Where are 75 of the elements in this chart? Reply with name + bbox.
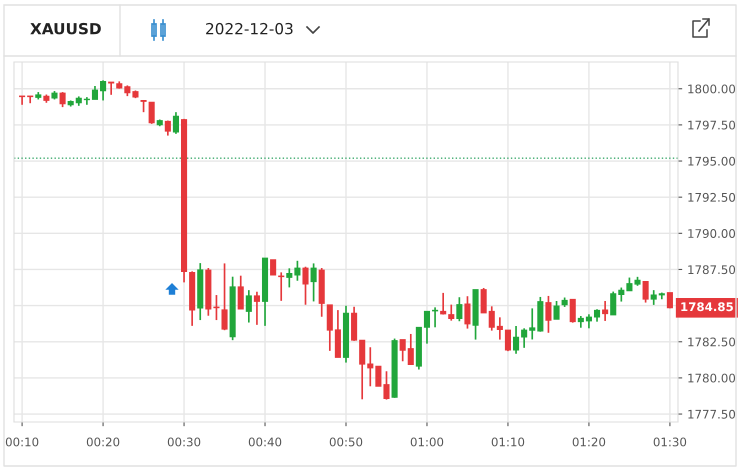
candlestick <box>545 295 552 334</box>
candlestick <box>367 346 374 388</box>
y-tick-label: 1782.50 <box>688 337 736 346</box>
chart-subtitle: 2022-12-03 <box>206 22 293 34</box>
x-tick-label: 01:20 <box>572 437 606 446</box>
candlestick <box>553 300 560 320</box>
candlestick <box>642 280 649 304</box>
candlestick <box>100 80 106 102</box>
candlestick <box>246 289 252 324</box>
candlestick <box>626 276 632 292</box>
candlestick <box>594 308 600 322</box>
candlestick <box>562 296 568 308</box>
candlestick <box>408 333 414 366</box>
candlestick <box>172 111 180 135</box>
candlestick <box>270 259 276 276</box>
candlestick <box>254 290 260 326</box>
candlestick <box>76 96 82 107</box>
annotation: 1784.85 <box>681 302 733 312</box>
x-tick-label: 00:20 <box>86 437 120 446</box>
candlestick <box>148 101 155 125</box>
x-tick-label: 01:30 <box>654 437 686 446</box>
candlestick <box>666 292 673 310</box>
candlestick <box>512 325 520 355</box>
candlestick <box>521 327 528 349</box>
candlestick <box>310 262 317 302</box>
candlestick <box>124 84 130 97</box>
candlestick <box>650 289 657 306</box>
x-tick-label: 00:30 <box>168 437 200 446</box>
y-tick-label: 1795.00 <box>688 156 736 166</box>
candlestick <box>60 91 66 108</box>
x-tick-label: 01:10 <box>492 437 524 446</box>
candlestick <box>602 300 608 322</box>
candlestick <box>294 260 300 282</box>
candlestick <box>610 290 616 316</box>
y-tick-label: 1777.50 <box>688 410 736 419</box>
y-tick-label: 1792.50 <box>688 192 736 202</box>
y-tick-label: 1790.00 <box>688 229 736 238</box>
candlestick <box>440 292 446 316</box>
candlestick <box>164 120 171 136</box>
candlestick <box>213 294 220 321</box>
candlestick <box>618 286 624 302</box>
y-tick-label: 1797.50 <box>688 120 736 130</box>
candlestick <box>496 316 503 340</box>
candlestick <box>480 287 487 314</box>
candlestick <box>400 338 406 362</box>
x-tick-label: 00:10 <box>6 437 38 446</box>
candlestick <box>529 308 536 340</box>
y-tick-label: 1800.00 <box>688 84 736 94</box>
candlestick <box>221 262 228 332</box>
candlestick <box>504 329 512 352</box>
y-tick-label: 1787.50 <box>688 265 736 274</box>
y-tick-label: 1780.00 <box>688 374 736 383</box>
x-tick-label: 00:40 <box>248 437 282 446</box>
candlestick <box>92 85 98 100</box>
candlestick <box>302 266 309 306</box>
candlestick <box>464 295 471 330</box>
candlestick <box>424 310 430 344</box>
candlestick <box>238 274 244 310</box>
candlestick <box>488 306 495 332</box>
candlestick <box>108 81 114 96</box>
candlestick <box>359 339 366 400</box>
candlestick <box>456 296 462 322</box>
candlestick <box>140 100 147 114</box>
candlestick <box>570 298 576 324</box>
candlestick <box>278 272 284 302</box>
x-tick-label: 01:00 <box>410 437 444 446</box>
candlestick <box>286 267 292 288</box>
candlestick <box>375 366 382 387</box>
candlestick <box>448 304 454 322</box>
candlestick <box>383 370 390 400</box>
chart-title: XAUUSD <box>30 22 101 34</box>
candlestick <box>578 315 584 329</box>
x-tick-label: 00:50 <box>330 437 362 446</box>
candlestick <box>586 313 592 330</box>
candlestick <box>432 306 438 328</box>
